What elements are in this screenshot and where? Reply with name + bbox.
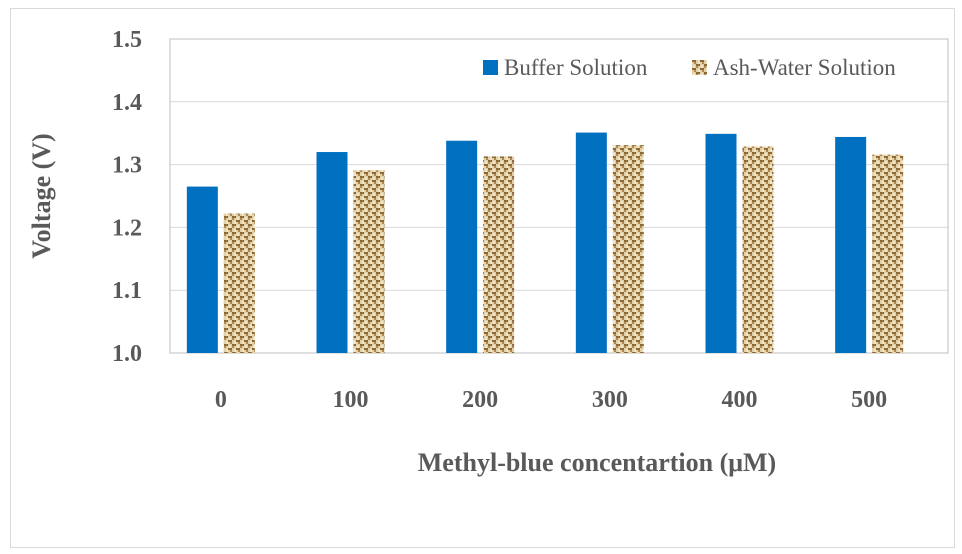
y-axis-title: Voltage (V) <box>27 133 56 258</box>
x-tick-label: 500 <box>851 387 887 413</box>
bar-buffer-solution <box>186 186 218 353</box>
legend-label-ash-water-solution: Ash-Water Solution <box>713 55 896 80</box>
bar-ash-water-solution <box>353 170 385 353</box>
plot-area <box>169 38 949 354</box>
chart-frame <box>10 8 955 548</box>
bar-buffer-solution <box>835 136 867 353</box>
x-axis-ticks: 0 100 200 300 400 500 <box>215 387 887 413</box>
y-tick-label: 1.3 <box>112 153 142 179</box>
x-tick-label: 100 <box>333 387 369 413</box>
legend-label-buffer-solution: Buffer Solution <box>504 55 648 80</box>
bar-ash-water-solution <box>223 213 255 353</box>
bar-ash-water-solution <box>872 154 904 353</box>
bar-ash-water-solution <box>483 156 515 353</box>
x-tick-label: 0 <box>215 387 227 413</box>
bar-buffer-solution <box>705 133 737 353</box>
bar-buffer-solution <box>446 140 478 353</box>
y-tick-label: 1.5 <box>112 27 142 53</box>
legend: Buffer Solution Ash-Water Solution <box>483 55 896 80</box>
bar-buffer-solution <box>575 132 607 353</box>
x-axis-title: Methyl-blue concentartion (μM) <box>418 448 776 477</box>
y-tick-label: 1.1 <box>112 278 142 304</box>
bar-ash-water-solution <box>742 146 774 353</box>
legend-swatch-buffer-solution <box>483 60 498 75</box>
y-tick-label: 1.4 <box>112 90 142 116</box>
bar-ash-water-solution <box>612 145 644 353</box>
gridlines <box>170 38 948 354</box>
y-axis-ticks: 1.0 1.1 1.2 1.3 1.4 1.5 <box>112 27 142 367</box>
y-tick-label: 1.0 <box>112 341 142 367</box>
y-tick-label: 1.2 <box>112 215 142 241</box>
x-tick-label: 400 <box>722 387 758 413</box>
x-tick-label: 200 <box>462 387 498 413</box>
bars <box>186 132 904 353</box>
legend-swatch-ash-water-solution <box>692 60 707 75</box>
bar-buffer-solution <box>316 152 348 353</box>
x-tick-label: 300 <box>592 387 628 413</box>
